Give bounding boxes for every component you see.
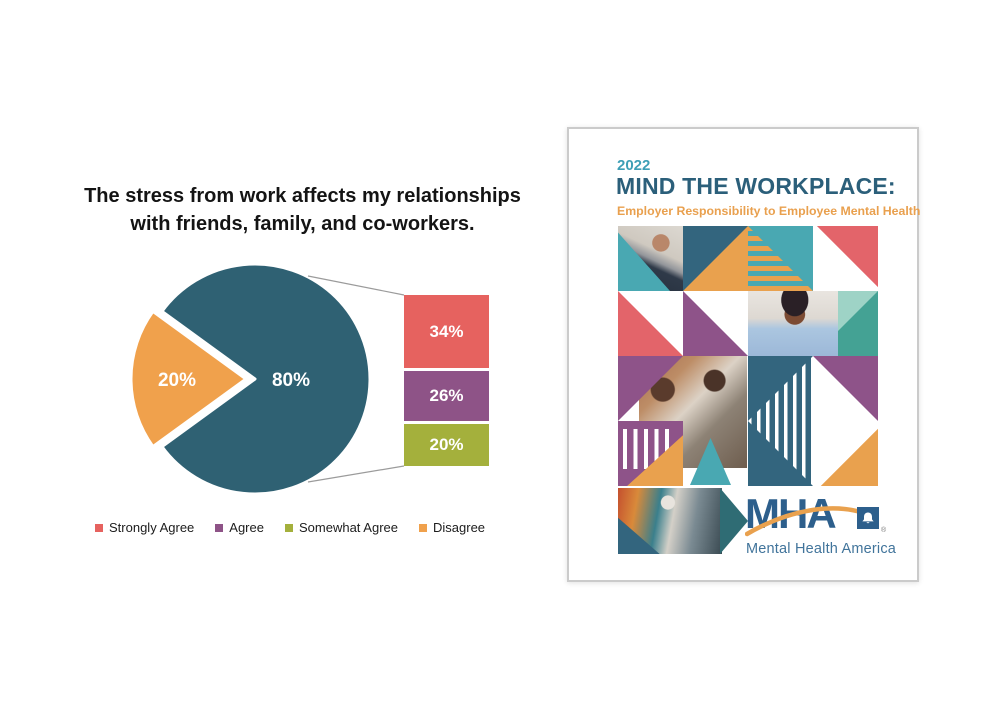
pie-chart: 80% 20% [129,262,372,496]
triangle-purple-2 [618,356,683,421]
legend-swatch-agree [215,523,224,532]
tile-purple-corner [618,356,683,421]
photo-man [618,226,683,291]
cover-subtitle: Employer Responsibility to Employee Ment… [617,204,921,218]
pie-slice-disagree [129,309,248,449]
bar-agree-label: 26% [429,386,464,405]
bar-somewhat-agree-label: 20% [429,435,464,454]
tile-teal-striped [748,226,813,291]
cover-title: MIND THE WORKPLACE: [616,173,896,199]
legend-item-disagree: Disagree [419,520,485,535]
photo-woman-nurse [748,291,838,356]
chart-title-line2: with friends, family, and co-workers. [130,212,475,235]
pie-label-80: 80% [272,370,310,391]
tile-slate [683,226,748,291]
bar-agree: 26% [404,371,489,421]
report-cover: 2022 MIND THE WORKPLACE: Employer Respon… [567,127,921,582]
legend-item-somewhat-agree: Somewhat Agree [284,520,398,535]
bar-strongly-agree: 34% [404,295,489,368]
tile-white-purple-2 [813,356,878,421]
photo-industrial-worker [618,488,722,554]
legend-label-agree: Agree [229,520,264,535]
legend-item-strongly-agree: Strongly Agree [95,520,194,535]
tile-white-coral-2 [618,291,683,356]
legend-swatch-disagree [419,523,427,532]
triangle-slate-corner [618,517,660,554]
triangle-orange [683,226,748,291]
legend-label-disagree: Disagree [433,520,486,535]
bell-icon [862,512,874,524]
pie-slice-agree-net [160,262,372,496]
cover-year: 2022 [617,157,651,174]
triangle-orange-3 [820,428,878,486]
tile-white-orange [813,421,878,486]
bar-strongly-agree-label: 34% [429,321,464,341]
triangle-coral-2 [618,291,683,356]
legend-label-somewhat-agree: Somewhat Agree [298,520,398,535]
breakdown-bars: 34% 26% 20% [404,295,489,466]
mha-logo: MHA ® Mental Health America [745,493,897,563]
cover-collage [618,226,890,558]
legend-swatch-somewhat-agree [284,523,293,532]
legend-label-strongly-agree: Strongly Agree [109,520,195,535]
mha-logo-org-name: Mental Health America [746,541,897,557]
legend-item-agree: Agree [215,520,264,535]
tile-purple-striped [618,421,683,486]
registered-mark: ® [881,527,887,534]
pie-label-20: 20% [158,370,196,391]
bar-somewhat-agree: 20% [404,424,489,466]
triangle-purple-3 [813,356,878,421]
tile-slate-striped-arrow [748,356,813,486]
triangle-purple [683,291,748,356]
triangle-orange-stripes [748,226,813,291]
chart-legend: Strongly Agree Agree Somewhat Agree Disa… [95,520,485,535]
bell-square [857,507,879,529]
legend-swatch-strongly-agree [95,523,103,532]
triangle-white-stripes [748,356,813,486]
chart-title: The stress from work affects my relation… [55,183,550,238]
chart-title-line1: The stress from work affects my relation… [84,185,521,207]
triangle-teal-overlay [618,232,670,291]
tile-white-coral [813,226,878,291]
triangle-teal-right [720,488,748,554]
triangle-coral [816,226,878,288]
tile-white-purple [683,291,748,356]
